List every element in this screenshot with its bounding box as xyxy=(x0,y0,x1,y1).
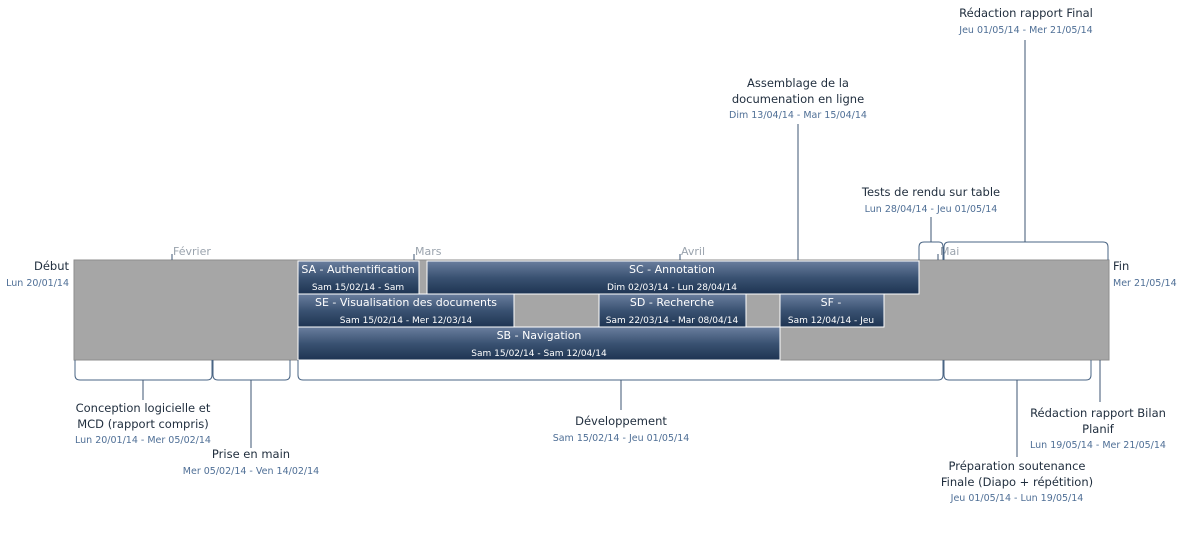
task-title-sc: SC - Annotation xyxy=(629,263,715,276)
callout-preparation-dates: Jeu 01/05/14 - Lun 19/05/14 xyxy=(950,493,1084,504)
callout-redaction-bilan-dates: Lun 19/05/14 - Mer 21/05/14 xyxy=(1030,440,1166,451)
callout-prise-en-main-title: Prise en main xyxy=(212,447,290,461)
callout-developpement-title: Développement xyxy=(575,414,667,428)
task-dates-se: Sam 15/02/14 - Mer 12/03/14 xyxy=(340,316,473,326)
callout-tests-rendu-dates: Lun 28/04/14 - Jeu 01/05/14 xyxy=(865,204,998,215)
task-title-sf: SF - xyxy=(821,296,842,309)
task-dates-sf: Sam 12/04/14 - Jeu xyxy=(788,316,874,326)
bracket-redaction-final xyxy=(943,241,1109,260)
callout-prise-en-main-dates: Mer 05/02/14 - Ven 14/02/14 xyxy=(183,466,319,477)
month-label-mai: Mai xyxy=(940,245,959,258)
month-label-avril: Avril xyxy=(681,245,705,258)
callout-developpement-dates: Sam 15/02/14 - Jeu 01/05/14 xyxy=(553,433,690,444)
task-dates-sb: Sam 15/02/14 - Sam 12/04/14 xyxy=(471,349,607,359)
task-dates-sd: Sam 22/03/14 - Mar 08/04/14 xyxy=(606,316,739,326)
bracket-conception xyxy=(74,360,213,381)
task-bar-sa: SA - Authentification Sam 15/02/14 - Sam xyxy=(297,260,420,295)
end-label: Fin xyxy=(1113,259,1129,273)
callout-assemblage-dates: Dim 13/04/14 - Mar 15/04/14 xyxy=(729,110,867,121)
start-date: Lun 20/01/14 xyxy=(6,278,69,289)
task-title-sd: SD - Recherche xyxy=(630,296,714,309)
bracket-developpement xyxy=(297,360,944,381)
callout-tests-rendu-title: Tests de rendu sur table xyxy=(861,185,1000,199)
task-bar-sc: SC - Annotation Dim 02/03/14 - Lun 28/04… xyxy=(426,260,920,295)
bracket-preparation xyxy=(943,360,1092,381)
callout-redaction-bilan-title-2: Planif xyxy=(1082,422,1115,436)
callout-conception-dates: Lun 20/01/14 - Mer 05/02/14 xyxy=(75,435,211,446)
task-dates-sa: Sam 15/02/14 - Sam xyxy=(312,283,404,293)
callout-redaction-final-title: Rédaction rapport Final xyxy=(959,6,1093,20)
task-title-sa: SA - Authentification xyxy=(301,263,414,276)
task-bar-sb: SB - Navigation Sam 15/02/14 - Sam 12/04… xyxy=(297,326,781,361)
month-label-fevrier: Février xyxy=(173,245,211,258)
callout-assemblage-title-2: documenation en ligne xyxy=(732,92,864,106)
end-date: Mer 21/05/14 xyxy=(1113,278,1177,289)
task-dates-sc: Dim 02/03/14 - Lun 28/04/14 xyxy=(607,283,737,293)
callout-conception-title-1: Conception logicielle et xyxy=(76,401,211,415)
callout-assemblage-title-1: Assemblage de la xyxy=(747,76,849,90)
task-bar-sf: SF - Sam 12/04/14 - Jeu xyxy=(779,293,885,328)
start-label: Début xyxy=(34,259,70,273)
task-bar-sd: SD - Recherche Sam 22/03/14 - Mar 08/04/… xyxy=(598,293,747,328)
task-title-sb: SB - Navigation xyxy=(497,329,582,342)
bracket-prise-en-main xyxy=(212,360,291,381)
task-bar-se: SE - Visualisation des documents Sam 15/… xyxy=(297,293,515,328)
callout-preparation-title-2: Finale (Diapo + répétition) xyxy=(941,475,1093,489)
callout-redaction-final-dates: Jeu 01/05/14 - Mer 21/05/14 xyxy=(958,25,1092,36)
month-label-mars: Mars xyxy=(415,245,442,258)
callout-conception-title-2: MCD (rapport compris) xyxy=(77,417,209,431)
callout-preparation-title-1: Préparation soutenance xyxy=(948,459,1085,473)
callout-redaction-bilan-title-1: Rédaction rapport Bilan xyxy=(1030,406,1166,420)
task-title-se: SE - Visualisation des documents xyxy=(315,296,497,309)
